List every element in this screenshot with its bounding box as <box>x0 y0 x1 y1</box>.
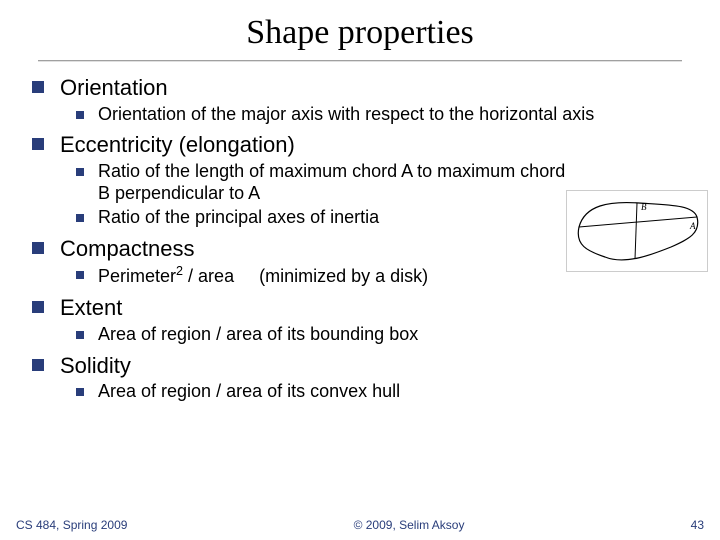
lvl1-label: Compactness <box>60 235 195 263</box>
lvl2-text: Ratio of the principal axes of inertia <box>98 207 379 229</box>
lvl2-text: Orientation of the major axis with respe… <box>98 104 594 126</box>
bullet-lvl1: Eccentricity (elongation) <box>32 131 682 159</box>
eccentricity-diagram: A B <box>566 190 708 272</box>
square-bullet-icon <box>32 81 44 93</box>
blob-outline <box>578 203 698 260</box>
footer-center: © 2009, Selim Aksoy <box>354 518 465 532</box>
bullet-lvl2: Area of region / area of its convex hull <box>76 381 682 403</box>
bullet-lvl1: Orientation <box>32 74 682 102</box>
bullet-lvl1: Extent <box>32 294 682 322</box>
square-bullet-icon <box>32 242 44 254</box>
lvl1-label: Solidity <box>60 352 131 380</box>
bullet-lvl2: Area of region / area of its bounding bo… <box>76 324 682 346</box>
square-bullet-icon <box>76 214 84 222</box>
lvl1-label: Orientation <box>60 74 168 102</box>
axis-a-label: A <box>689 221 696 231</box>
lvl2-text: Area of region / area of its bounding bo… <box>98 324 418 346</box>
square-bullet-icon <box>76 271 84 279</box>
axis-b-label: B <box>641 202 647 212</box>
footer-right: 43 <box>691 518 704 532</box>
lvl2-text: Ratio of the length of maximum chord A t… <box>98 161 568 205</box>
lvl2-text: Area of region / area of its convex hull <box>98 381 400 403</box>
square-bullet-icon <box>76 331 84 339</box>
square-bullet-icon <box>76 111 84 119</box>
slide-title: Shape properties <box>0 0 720 60</box>
slide-footer: CS 484, Spring 2009 © 2009, Selim Aksoy … <box>0 518 720 532</box>
square-bullet-icon <box>32 359 44 371</box>
bullet-lvl1: Solidity <box>32 352 682 380</box>
bullet-lvl2: Orientation of the major axis with respe… <box>76 104 682 126</box>
square-bullet-icon <box>32 301 44 313</box>
lvl1-label: Eccentricity (elongation) <box>60 131 295 159</box>
title-divider <box>38 60 682 62</box>
lvl2-text: Perimeter2 / area (minimized by a disk) <box>98 264 428 288</box>
square-bullet-icon <box>76 168 84 176</box>
lvl1-label: Extent <box>60 294 122 322</box>
square-bullet-icon <box>76 388 84 396</box>
square-bullet-icon <box>32 138 44 150</box>
footer-left: CS 484, Spring 2009 <box>16 518 127 532</box>
